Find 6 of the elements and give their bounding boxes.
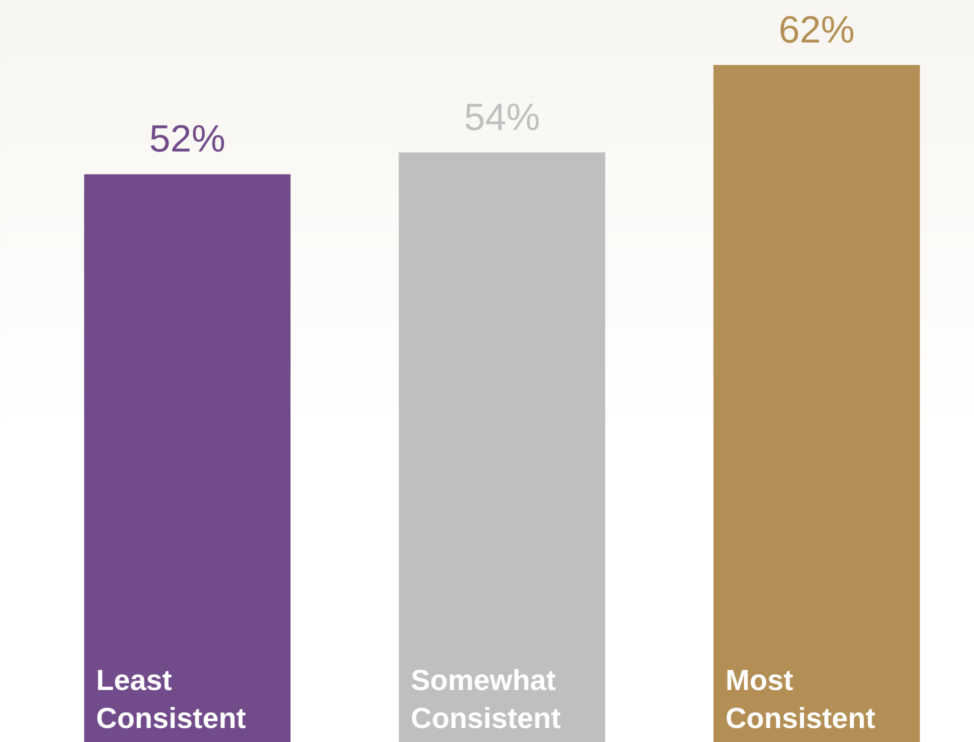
x-tick-label: Least Consistent (96, 665, 246, 735)
data-label: 52% (149, 118, 226, 161)
x-tick-label: Most Consistent (725, 665, 876, 735)
data-label: 54% (464, 96, 540, 139)
data-label: 62% (778, 9, 855, 52)
x-tick-label: Somewhat Consistent (410, 665, 561, 735)
